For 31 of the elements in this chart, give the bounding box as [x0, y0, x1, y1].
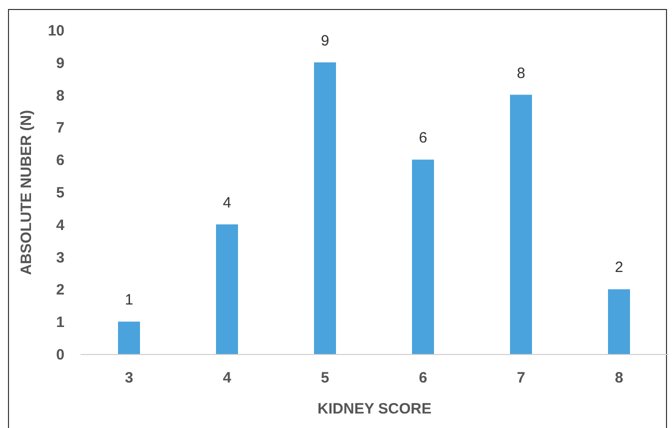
x-tick-label: 3: [124, 370, 134, 386]
data-label: 6: [418, 130, 428, 147]
y-tick-label: 6: [56, 152, 64, 170]
y-tick-label: 7: [56, 120, 64, 137]
x-tick-label: 7: [516, 370, 526, 386]
data-label: 8: [516, 64, 526, 82]
bar: [608, 289, 630, 354]
x-axis-title: KIDNEY SCORE: [318, 400, 432, 418]
y-tick-label: 10: [48, 22, 64, 40]
y-tick-label: 9: [56, 54, 64, 72]
data-label: 9: [320, 32, 330, 50]
x-tick-label: 6: [418, 370, 428, 386]
bar: [510, 94, 532, 354]
y-axis-title: ABSOLUTE NUBER (N): [18, 110, 35, 275]
y-tick-label: 8: [56, 87, 64, 104]
y-tick-label: 4: [56, 216, 66, 234]
y-tick-label: 5: [56, 184, 64, 202]
y-tick-label: 3: [56, 249, 64, 266]
y-tick-label: 0: [56, 346, 64, 364]
data-label: 2: [614, 259, 624, 276]
y-tick-label: 2: [56, 282, 64, 299]
y-tick-label: 1: [56, 314, 64, 332]
bar: [118, 322, 140, 354]
data-label: 1: [124, 292, 134, 309]
bar: [216, 224, 238, 354]
x-tick-label: 4: [222, 370, 232, 386]
bar: [314, 62, 336, 354]
data-label: 4: [222, 194, 232, 212]
x-tick-label: 5: [320, 370, 330, 386]
x-tick-label: 8: [614, 370, 624, 386]
bar: [412, 160, 434, 354]
